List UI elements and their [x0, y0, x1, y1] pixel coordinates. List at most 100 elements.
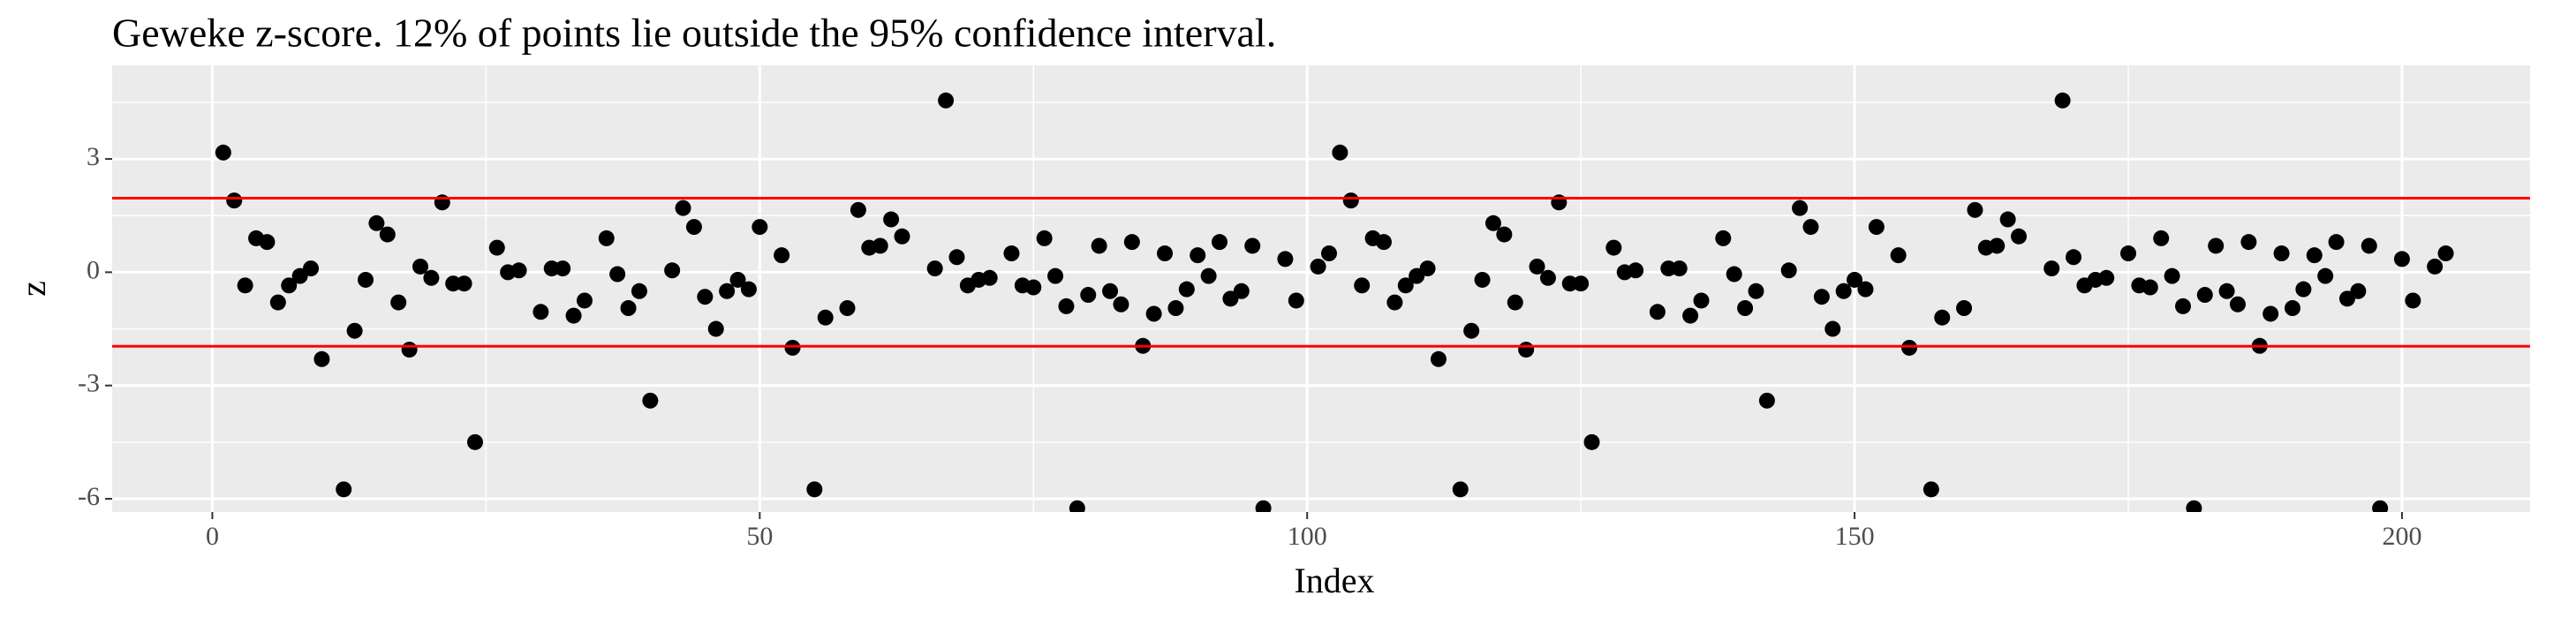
- point: [269, 294, 286, 311]
- point: [1212, 234, 1228, 251]
- point: [2120, 245, 2137, 262]
- point: [850, 201, 866, 218]
- point: [1036, 230, 1053, 246]
- point: [2142, 279, 2158, 296]
- point: [1397, 277, 1414, 294]
- point: [215, 144, 231, 161]
- point: [926, 260, 943, 277]
- point: [1113, 296, 1129, 312]
- point: [259, 234, 276, 251]
- point: [488, 239, 505, 256]
- point: [434, 194, 450, 211]
- point: [2328, 234, 2345, 251]
- x-tick-label: 200: [2382, 522, 2421, 551]
- point: [1847, 271, 1863, 288]
- point: [1277, 251, 1294, 267]
- point: [2153, 230, 2170, 246]
- point: [752, 219, 768, 236]
- point: [445, 275, 462, 292]
- point: [1693, 292, 1710, 309]
- point: [2295, 281, 2312, 297]
- point: [1583, 433, 1600, 450]
- point: [1102, 282, 1119, 299]
- point: [1244, 237, 1261, 254]
- point: [1967, 201, 1983, 218]
- point: [664, 262, 681, 279]
- point: [2361, 237, 2377, 254]
- point: [1758, 392, 1775, 409]
- point: [1682, 307, 1699, 324]
- x-tick-label: 150: [1835, 522, 1875, 551]
- point: [839, 300, 856, 317]
- point: [948, 249, 965, 266]
- point: [2011, 228, 2028, 245]
- point: [2098, 269, 2115, 286]
- point: [423, 269, 440, 286]
- point: [2372, 500, 2389, 512]
- point: [543, 260, 560, 277]
- point: [346, 322, 363, 339]
- point: [358, 271, 374, 288]
- point: [2054, 92, 2071, 109]
- point: [555, 260, 571, 277]
- point: [883, 211, 900, 228]
- point: [1288, 292, 1304, 309]
- point: [2437, 245, 2454, 262]
- point: [2229, 296, 2246, 312]
- point: [2284, 300, 2300, 317]
- point: [1868, 219, 1885, 236]
- y-tick-label: -3: [78, 369, 100, 398]
- y-tick-label: -6: [78, 482, 100, 511]
- point: [379, 226, 396, 243]
- point: [2427, 258, 2444, 275]
- point: [609, 266, 626, 282]
- point: [314, 350, 330, 367]
- point: [456, 275, 472, 292]
- x-axis-title: Index: [1294, 561, 1374, 600]
- point: [2240, 234, 2257, 251]
- point: [576, 292, 593, 309]
- point: [303, 260, 320, 277]
- point: [1255, 500, 1272, 512]
- point: [1419, 260, 1436, 277]
- point: [1726, 266, 1742, 282]
- point: [872, 237, 888, 254]
- point: [1507, 294, 1523, 311]
- point: [1025, 279, 1042, 296]
- x-tick-label: 0: [206, 522, 219, 551]
- point: [1484, 215, 1501, 231]
- point: [533, 304, 549, 320]
- point: [2262, 305, 2279, 322]
- point: [1200, 267, 1217, 284]
- point: [1091, 237, 1107, 254]
- point: [697, 289, 714, 305]
- point: [1386, 294, 1403, 311]
- point: [1792, 200, 1809, 216]
- point: [368, 215, 385, 231]
- point: [729, 271, 746, 288]
- point: [1145, 305, 1162, 322]
- point: [1813, 289, 1830, 305]
- point: [740, 281, 757, 297]
- point: [642, 392, 659, 409]
- point: [1518, 342, 1535, 358]
- point: [565, 307, 582, 324]
- point: [620, 300, 637, 317]
- point: [281, 277, 298, 294]
- point: [2186, 500, 2202, 512]
- point: [2393, 251, 2410, 267]
- point: [1561, 275, 1578, 292]
- y-tick-label: 0: [87, 255, 100, 284]
- point: [1539, 269, 1556, 286]
- point: [1628, 262, 1644, 279]
- point: [1463, 322, 1480, 339]
- point: [719, 282, 736, 299]
- point: [1496, 226, 1513, 243]
- point: [1999, 211, 2016, 228]
- point: [1320, 245, 1337, 262]
- x-tick-label: 50: [746, 522, 773, 551]
- point: [817, 309, 834, 326]
- point: [1430, 350, 1447, 367]
- point: [2196, 287, 2213, 304]
